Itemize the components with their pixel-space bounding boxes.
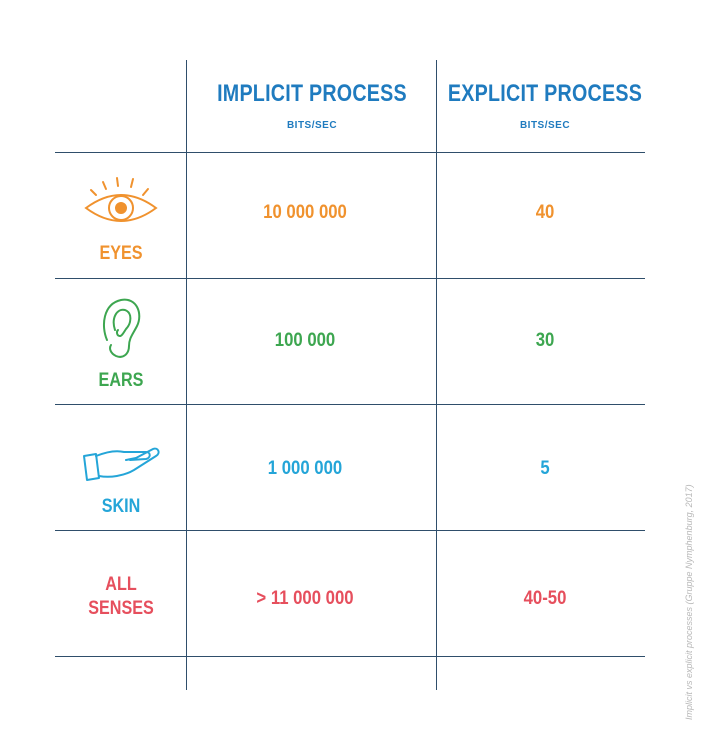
column-divider bbox=[436, 60, 437, 690]
row-divider bbox=[55, 530, 645, 531]
ear-icon bbox=[55, 296, 187, 362]
eyes-implicit-value: 10 000 000 bbox=[263, 202, 347, 223]
eyes-label: EYES bbox=[99, 243, 143, 264]
column-divider bbox=[186, 60, 187, 690]
implicit-unit-label: BITS/SEC bbox=[286, 120, 338, 131]
explicit-process-heading: EXPLICIT PROCESS bbox=[447, 80, 643, 107]
source-caption: Implicit vs explicit processes (Gruppe N… bbox=[684, 484, 694, 720]
hand-icon bbox=[55, 440, 187, 486]
skin-implicit-value: 1 000 000 bbox=[267, 458, 343, 479]
ears-implicit-value: 100 000 bbox=[274, 330, 336, 351]
ears-explicit-value: 30 bbox=[535, 330, 555, 351]
row-divider bbox=[55, 656, 645, 657]
skin-explicit-value: 5 bbox=[540, 458, 550, 479]
all-senses-label-line2: SENSES bbox=[88, 598, 154, 619]
ears-label: EARS bbox=[98, 370, 144, 391]
eyes-explicit-value: 40 bbox=[535, 202, 555, 223]
explicit-unit-label: BITS/SEC bbox=[519, 120, 571, 131]
all-senses-label-line1: ALL bbox=[105, 574, 137, 595]
all-senses-explicit-value: 40-50 bbox=[523, 588, 567, 609]
all-senses-implicit-value: > 11 000 000 bbox=[256, 588, 354, 609]
implicit-process-heading: IMPLICIT PROCESS bbox=[217, 80, 407, 107]
row-divider bbox=[55, 278, 645, 279]
row-divider bbox=[55, 404, 645, 405]
skin-label: SKIN bbox=[101, 496, 141, 517]
eye-icon bbox=[55, 176, 187, 230]
row-divider bbox=[55, 152, 645, 153]
